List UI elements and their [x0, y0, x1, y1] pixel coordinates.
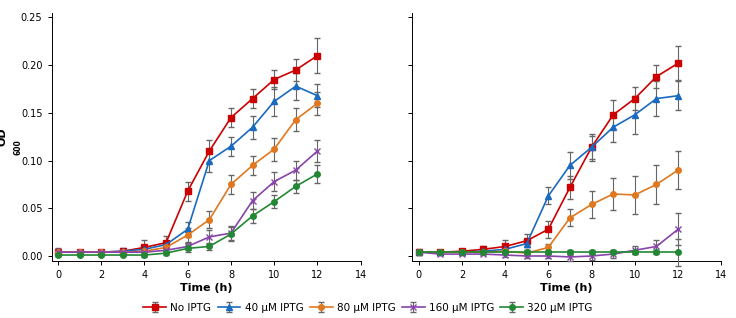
X-axis label: Time (h): Time (h)	[540, 283, 593, 293]
Text: 600: 600	[13, 139, 22, 155]
Text: OD: OD	[0, 128, 7, 146]
X-axis label: Time (h): Time (h)	[180, 283, 233, 293]
Legend: No IPTG, 40 μM IPTG, 80 μM IPTG, 160 μM IPTG, 320 μM IPTG: No IPTG, 40 μM IPTG, 80 μM IPTG, 160 μM …	[144, 303, 592, 313]
